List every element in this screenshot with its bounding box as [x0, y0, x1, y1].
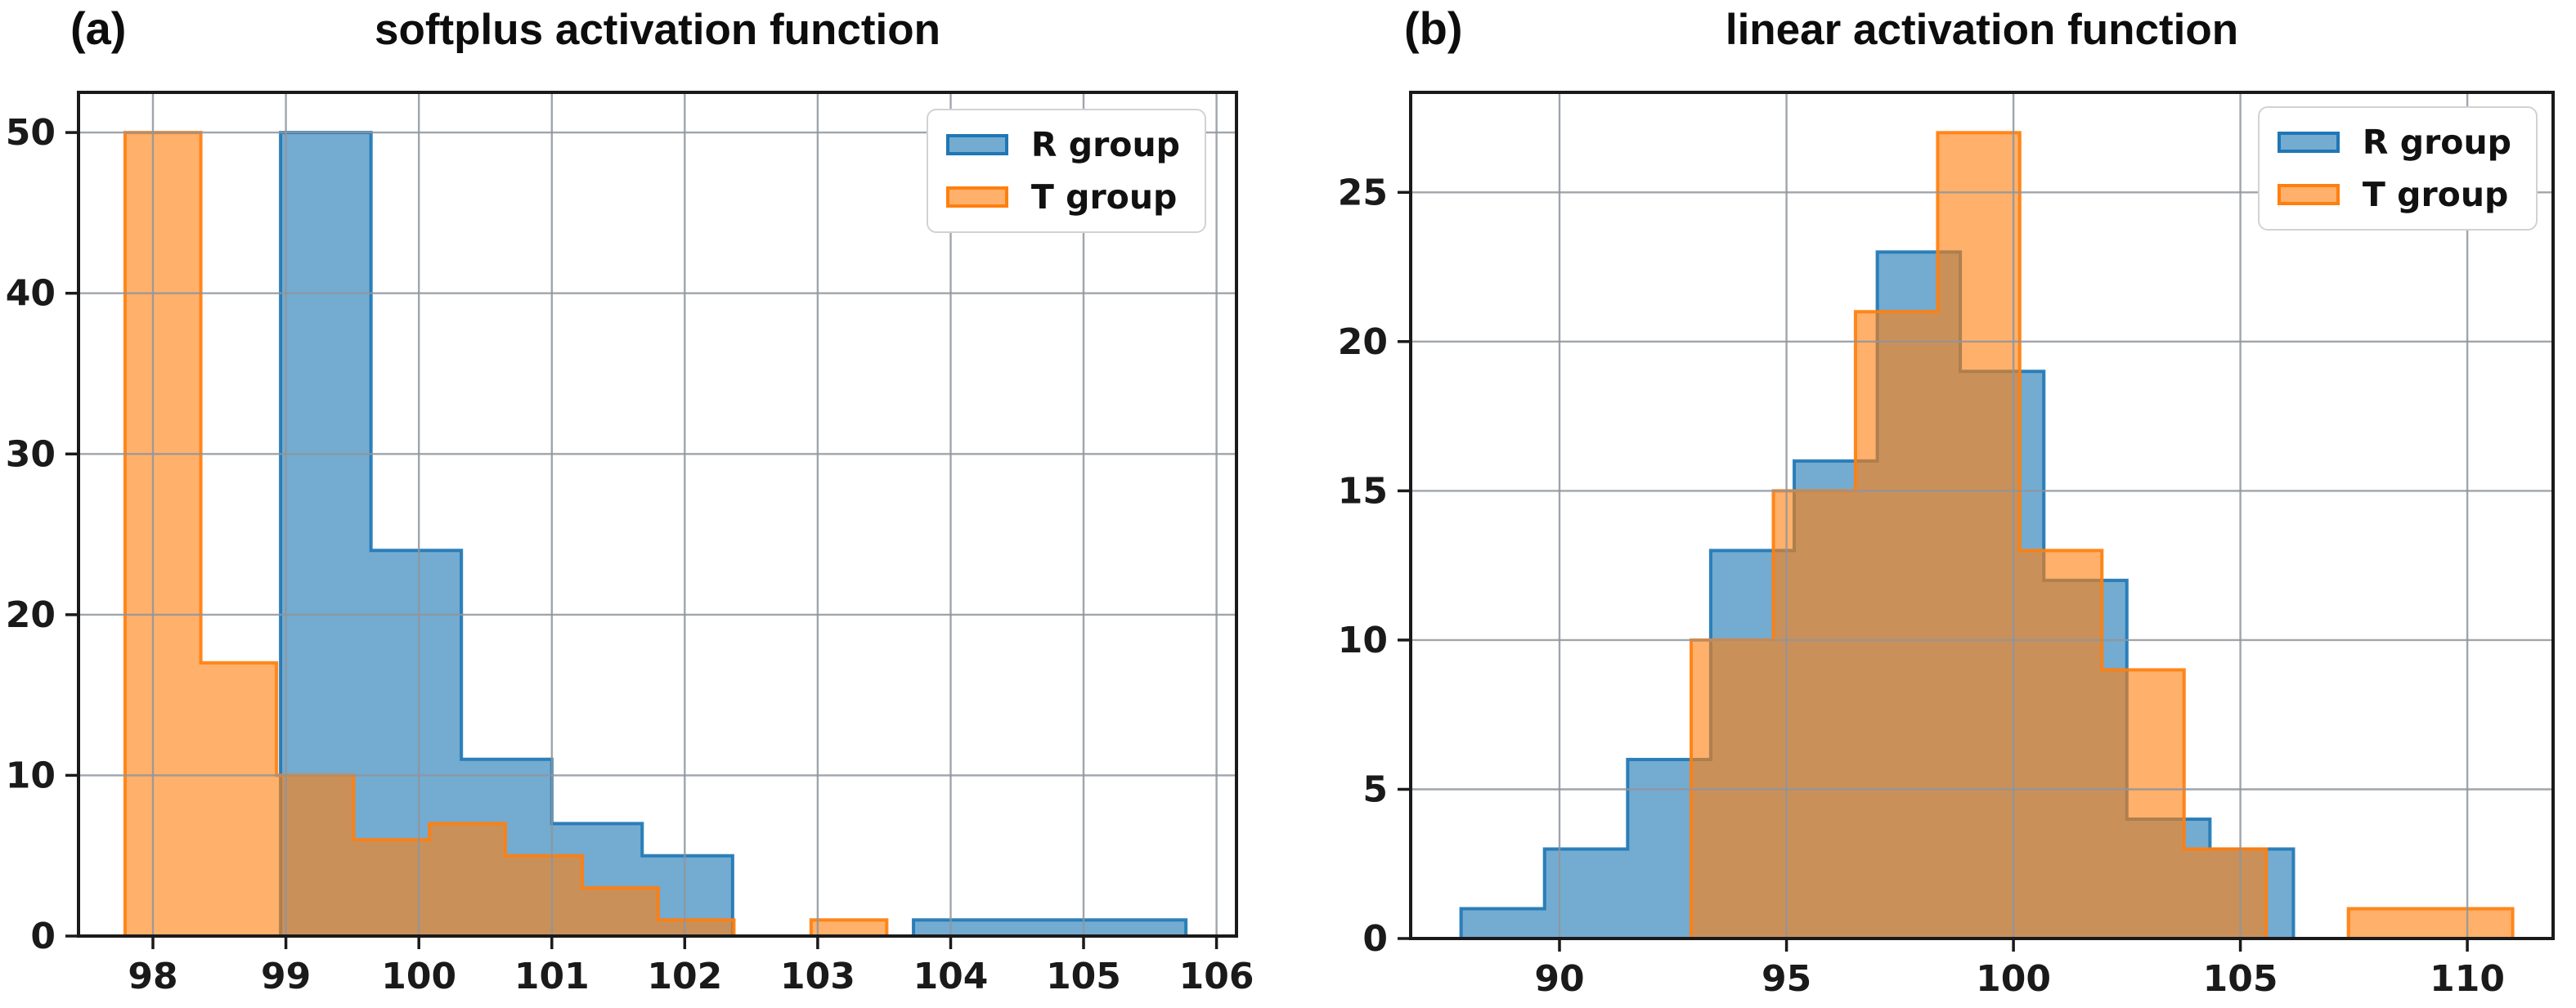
legend-label-t-group: T group	[2362, 175, 2509, 214]
legend: R group T group	[926, 109, 1206, 233]
svg-text:103: 103	[780, 956, 855, 997]
svg-text:20: 20	[1338, 321, 1388, 363]
chart-title-a: softplus activation function	[375, 6, 940, 54]
chart-title-b: linear activation function	[1725, 6, 2239, 54]
svg-text:40: 40	[6, 273, 56, 315]
svg-text:105: 105	[2203, 958, 2278, 1000]
histogram-plot-b: 90 95 100 105 110 0 5 10 15 20 25	[1338, 91, 2555, 1000]
svg-text:95: 95	[1761, 958, 1811, 1000]
svg-text:10: 10	[1338, 620, 1388, 661]
legend-swatch-t-group	[2277, 184, 2340, 205]
svg-text:0: 0	[1362, 918, 1388, 960]
legend-label-t-group: T group	[1030, 177, 1178, 217]
legend-item-t-group: T group	[945, 177, 1180, 217]
panel-label-a: (a)	[70, 2, 127, 54]
panel-label-b: (b)	[1404, 2, 1463, 54]
svg-text:100: 100	[381, 956, 456, 997]
svg-text:90: 90	[1534, 958, 1584, 1000]
legend-swatch-r-group	[945, 134, 1008, 155]
svg-text:10: 10	[6, 755, 56, 796]
chart-panel-a: (a) softplus activation function 98 99 100…	[6, 2, 1254, 997]
legend-swatch-t-group	[945, 186, 1008, 208]
legend-item-r-group: R group	[945, 125, 1180, 164]
svg-text:105: 105	[1046, 956, 1121, 997]
svg-text:15: 15	[1338, 470, 1388, 512]
svg-text:99: 99	[261, 956, 311, 997]
svg-text:98: 98	[128, 956, 177, 997]
svg-text:30: 30	[6, 433, 56, 475]
svg-text:102: 102	[647, 956, 722, 997]
svg-text:5: 5	[1362, 769, 1388, 811]
legend-item-r-group: R group	[2277, 123, 2511, 162]
svg-text:20: 20	[6, 594, 56, 636]
legend-swatch-r-group	[2277, 132, 2340, 153]
svg-text:101: 101	[514, 956, 590, 997]
svg-text:104: 104	[913, 956, 989, 997]
legend-label-r-group: R group	[2362, 123, 2511, 162]
svg-text:50: 50	[6, 112, 56, 154]
legend-label-r-group: R group	[1030, 125, 1180, 164]
svg-text:25: 25	[1338, 172, 1388, 213]
svg-text:0: 0	[30, 916, 56, 957]
histogram-plot-a: 98 99 100 101 102 103 104 105 106 0 10 20 30 40 50	[6, 91, 1254, 997]
legend: R group T group	[2257, 106, 2538, 231]
svg-text:100: 100	[1976, 958, 2051, 1000]
svg-text:110: 110	[2430, 958, 2505, 1000]
chart-panel-b: (b) linear activation function 90 95 100 10…	[1288, 0, 2576, 1008]
svg-text:106: 106	[1179, 956, 1254, 997]
legend-item-t-group: T group	[2277, 175, 2511, 214]
